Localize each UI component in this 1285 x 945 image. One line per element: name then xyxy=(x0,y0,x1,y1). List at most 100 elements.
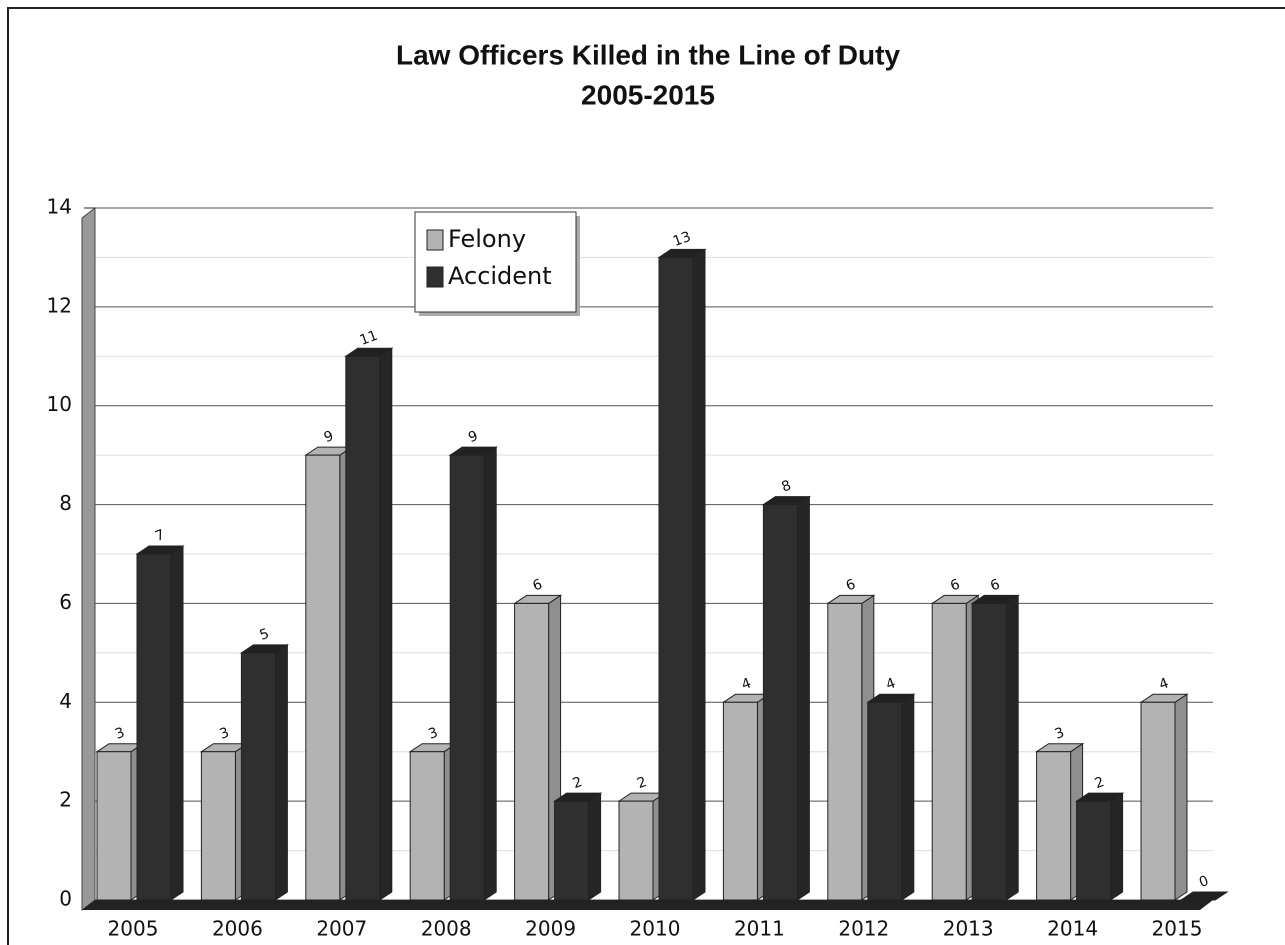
value-label: 2 xyxy=(635,774,649,792)
bar xyxy=(826,594,876,901)
x-tick-label: 2005 xyxy=(108,917,159,941)
x-tick-label: 2010 xyxy=(630,917,681,941)
value-label: 7 xyxy=(153,527,167,545)
value-label: 6 xyxy=(844,576,858,594)
x-tick-label: 2008 xyxy=(421,917,472,941)
legend: Felony Accident xyxy=(414,211,580,316)
y-tick-label: 0 xyxy=(59,887,72,911)
bar-front xyxy=(658,256,694,901)
bar-front xyxy=(305,454,341,901)
bar-side xyxy=(588,792,602,901)
value-label: 8 xyxy=(779,478,793,496)
bar xyxy=(408,742,458,901)
y-tick-label: 4 xyxy=(59,689,72,713)
bar xyxy=(866,693,916,901)
bar xyxy=(1074,792,1125,901)
legend-label: Felony xyxy=(448,225,526,253)
bar-front xyxy=(449,454,485,901)
value-label: 3 xyxy=(113,725,127,743)
bar-front xyxy=(867,701,903,901)
x-tick-label: 2014 xyxy=(1047,917,1098,941)
bar-front xyxy=(409,751,445,901)
value-label: 2 xyxy=(571,774,585,792)
value-label: 2 xyxy=(1093,774,1107,792)
bar-front xyxy=(1076,800,1112,901)
bar-side xyxy=(1174,693,1188,901)
bar-front xyxy=(345,355,381,901)
bar-front xyxy=(136,553,172,901)
x-tick-label: 2013 xyxy=(943,917,994,941)
bar-front xyxy=(931,602,967,901)
bar-front xyxy=(722,701,758,901)
y-tick-label: 14 xyxy=(47,195,72,219)
bar-side xyxy=(1110,792,1124,901)
value-label: 5 xyxy=(257,626,271,644)
legend-swatch xyxy=(426,229,444,251)
legend-box xyxy=(414,211,577,313)
value-label: 11 xyxy=(358,328,380,349)
value-label: 4 xyxy=(1157,675,1171,693)
value-label: 13 xyxy=(671,229,693,250)
bar xyxy=(512,594,563,901)
bar-side xyxy=(796,495,810,901)
bar xyxy=(970,594,1020,901)
bar xyxy=(304,446,354,901)
x-tick-label: 2012 xyxy=(838,917,889,941)
bar xyxy=(344,347,394,901)
value-label: 3 xyxy=(217,725,231,743)
bar-side xyxy=(170,545,184,901)
bar-side xyxy=(692,248,706,901)
bar xyxy=(239,643,290,901)
y-tick-label: 8 xyxy=(59,491,72,515)
bar xyxy=(552,792,603,901)
bar xyxy=(199,742,250,901)
x-tick-label: 2015 xyxy=(1152,917,1203,941)
bar-side xyxy=(379,347,393,901)
y-tick-label: 2 xyxy=(59,788,72,812)
bar-front xyxy=(240,652,276,901)
legend-swatch xyxy=(426,266,444,288)
bar-front xyxy=(762,504,798,901)
value-label: 0 xyxy=(1197,873,1211,891)
x-tick-label: 2006 xyxy=(212,917,263,941)
value-label: 6 xyxy=(948,576,962,594)
value-label: 4 xyxy=(739,675,753,693)
bar xyxy=(761,495,812,901)
value-label: 3 xyxy=(1053,725,1067,743)
value-label: 6 xyxy=(531,576,545,594)
bar-front xyxy=(554,800,590,901)
bar-front xyxy=(827,602,863,901)
bar-front xyxy=(200,751,236,901)
bar-front xyxy=(971,602,1007,901)
bar-top xyxy=(1179,891,1229,901)
value-label: 9 xyxy=(466,428,480,446)
value-label: 6 xyxy=(988,576,1002,594)
bar-front xyxy=(1036,751,1072,901)
bars xyxy=(95,248,1229,901)
floor xyxy=(82,900,1213,910)
bar-front xyxy=(618,800,654,901)
frame xyxy=(7,7,1285,945)
bar xyxy=(1139,693,1189,901)
y-tick-label: 10 xyxy=(47,392,72,416)
y-tick-label: 12 xyxy=(47,293,72,317)
bar-front xyxy=(514,602,550,901)
bar-side xyxy=(274,643,288,901)
value-label: 3 xyxy=(426,725,440,743)
bar-front xyxy=(1140,701,1176,901)
x-tick-label: 2007 xyxy=(316,917,367,941)
value-label: 9 xyxy=(322,428,336,446)
y-tick-label: 6 xyxy=(59,590,72,614)
bar xyxy=(930,594,980,901)
bar xyxy=(721,693,772,901)
legend-label: Accident xyxy=(448,262,552,290)
bar xyxy=(448,446,498,901)
bar xyxy=(135,545,185,901)
x-tick-label: 2009 xyxy=(525,917,576,941)
bar xyxy=(95,742,145,901)
left-wall xyxy=(81,206,96,912)
bar xyxy=(1034,742,1085,901)
bar xyxy=(657,248,707,901)
value-label: 4 xyxy=(884,675,898,693)
